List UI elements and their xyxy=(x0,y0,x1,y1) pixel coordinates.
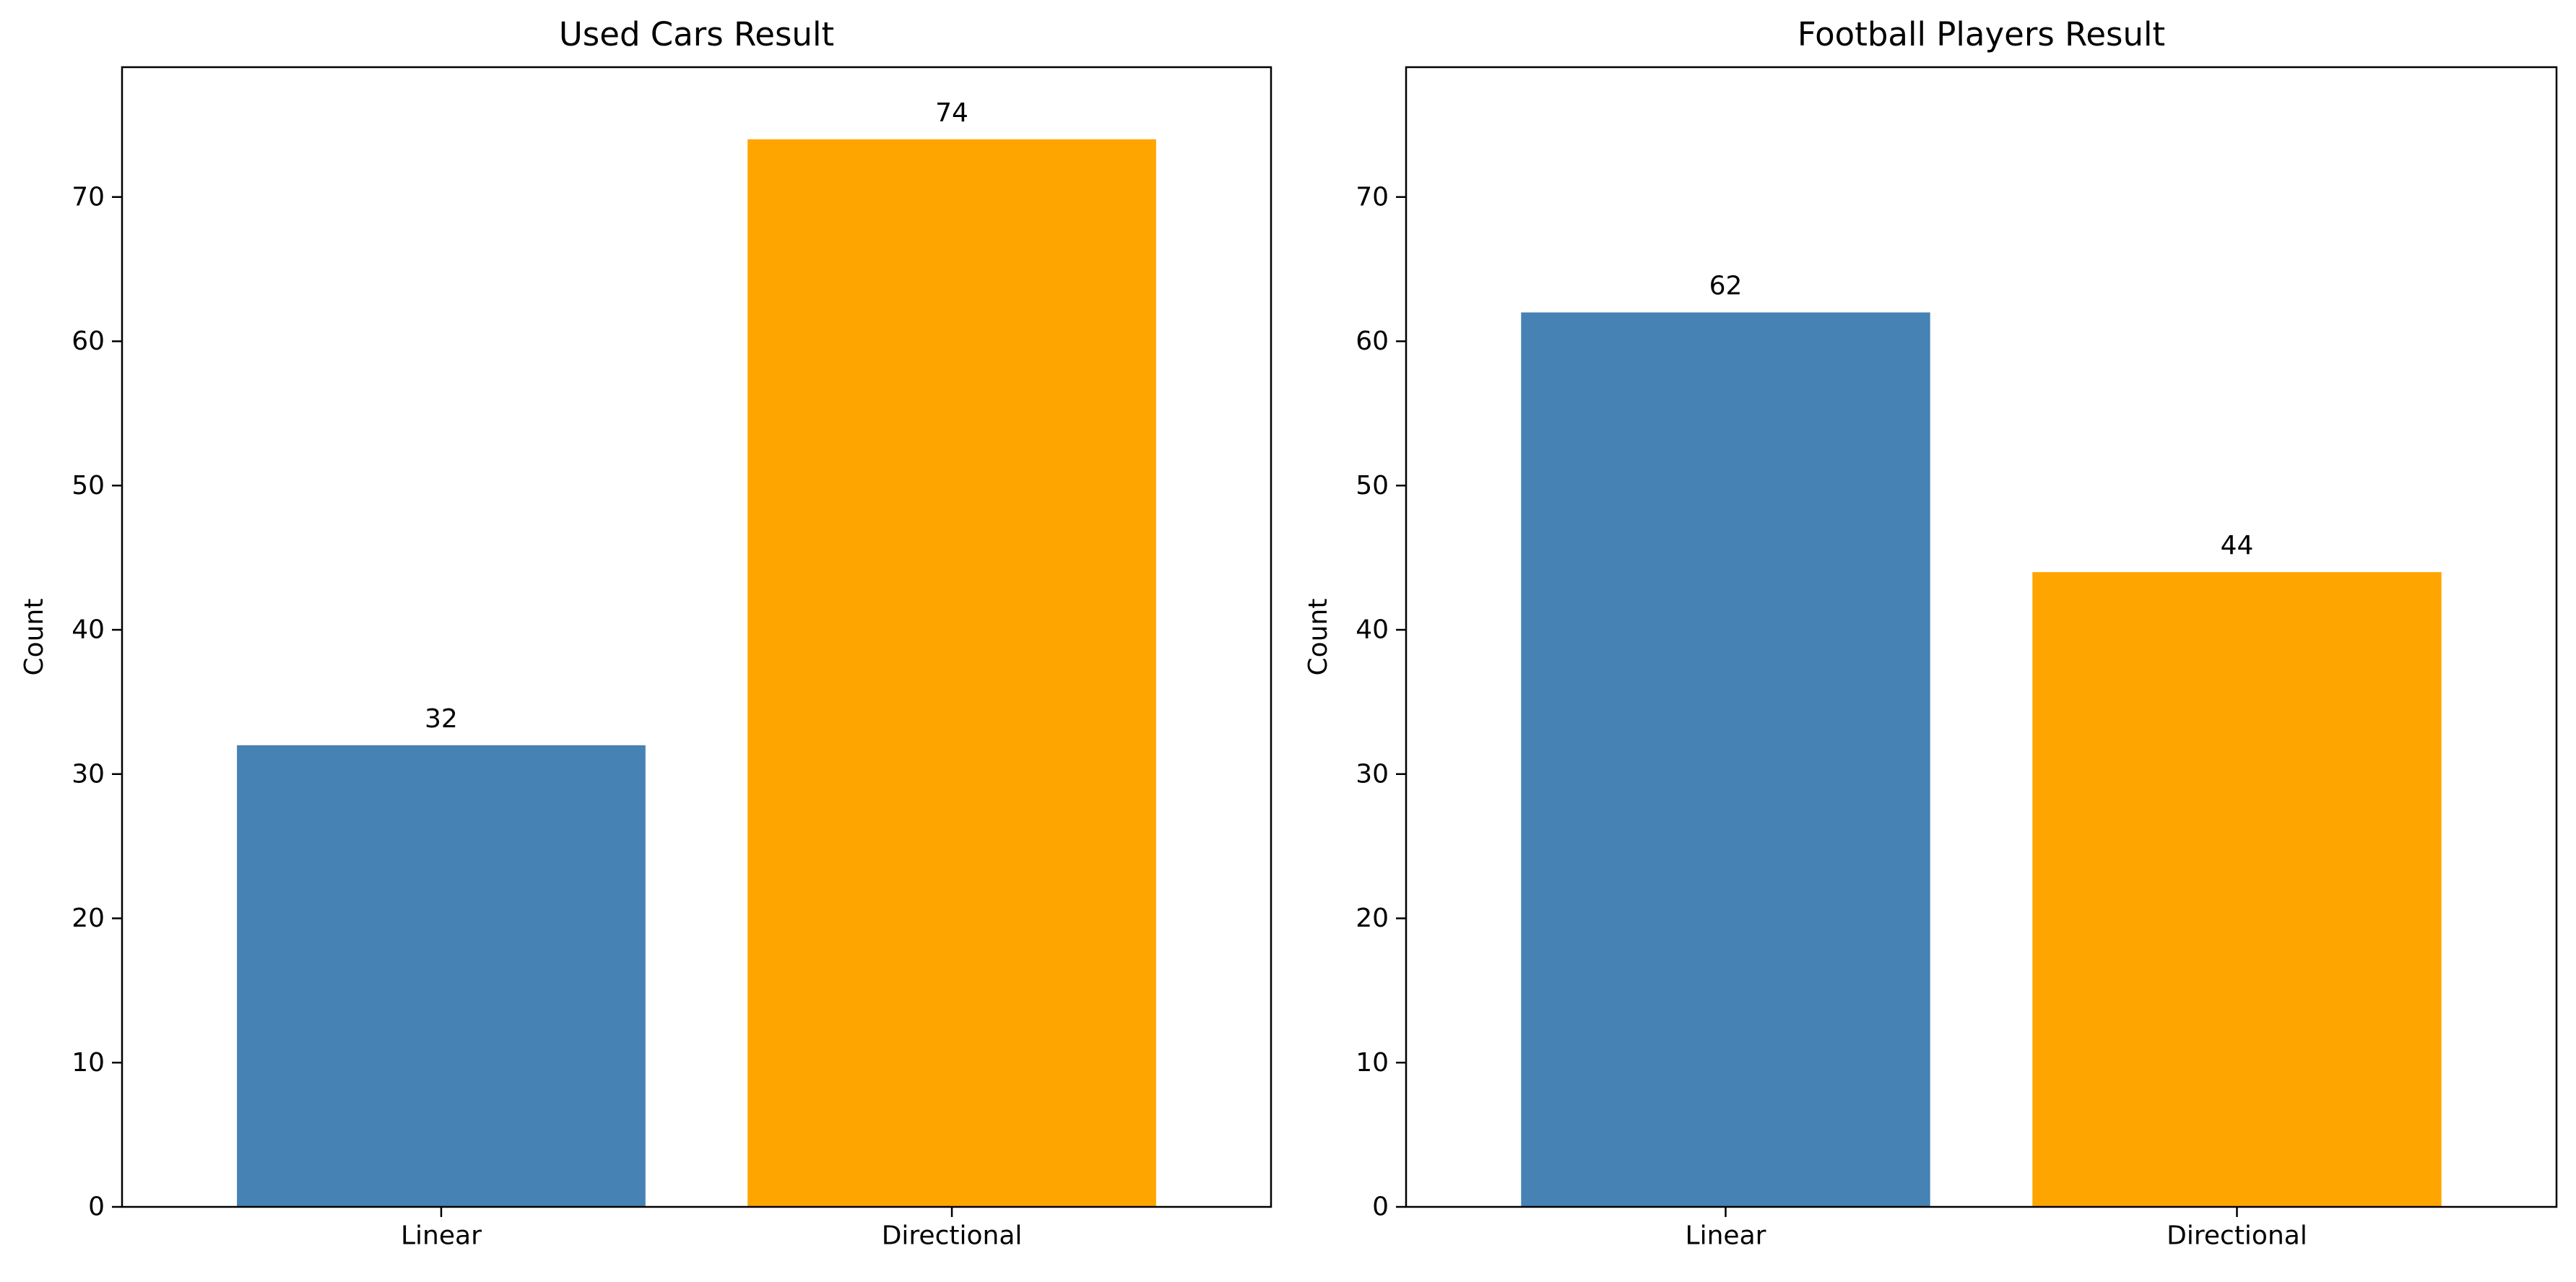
y-tick-label: 70 xyxy=(1356,182,1389,212)
bars: 62 44 xyxy=(1521,272,2442,1208)
bar-linear xyxy=(1521,312,1930,1208)
x-tick-label: Directional xyxy=(2167,1221,2307,1251)
chart-used-cars: Used Cars Result Count 0 10 20 30 40 50 60 70 3… xyxy=(19,15,1272,1251)
chart-title: Used Cars Result xyxy=(559,15,834,53)
x-axis: Linear Directional xyxy=(401,1207,1022,1251)
y-tick-label: 40 xyxy=(71,615,105,645)
y-axis: 0 10 20 30 40 50 60 70 xyxy=(1356,182,1406,1222)
y-tick-label: 50 xyxy=(71,471,105,501)
chart-football-players: Football Players Result Count 0 10 20 30 40 5… xyxy=(1304,15,2558,1251)
x-axis: Linear Directional xyxy=(1686,1207,2307,1251)
y-tick-label: 60 xyxy=(1356,326,1389,356)
y-tick-label: 70 xyxy=(71,182,105,212)
chart-title: Football Players Result xyxy=(1797,15,2165,53)
plot-frame xyxy=(1405,66,2558,1208)
y-axis-label: Count xyxy=(1304,599,1333,676)
x-tick-label: Linear xyxy=(1686,1221,1766,1251)
y-tick-label: 30 xyxy=(1356,759,1389,789)
bar-value-label: 74 xyxy=(935,98,968,128)
bar-value-label: 32 xyxy=(425,704,458,734)
y-tick-label: 20 xyxy=(1356,904,1389,933)
bar-value-label: 62 xyxy=(1709,272,1743,301)
bars: 32 74 xyxy=(237,98,1156,1207)
y-tick-label: 10 xyxy=(71,1048,105,1078)
bar-value-label: 44 xyxy=(2221,531,2254,560)
y-tick-label: 0 xyxy=(1372,1192,1389,1222)
y-tick-label: 60 xyxy=(71,326,105,356)
bar-linear xyxy=(237,745,646,1207)
y-tick-label: 40 xyxy=(1356,615,1389,645)
x-tick-label: Linear xyxy=(401,1221,482,1251)
plot-frame xyxy=(121,66,1272,1208)
y-tick-label: 50 xyxy=(1356,471,1389,501)
y-tick-label: 30 xyxy=(71,759,105,789)
x-tick-label: Directional xyxy=(882,1221,1023,1251)
y-axis-label: Count xyxy=(19,599,49,676)
y-tick-label: 20 xyxy=(71,904,105,933)
y-axis: 0 10 20 30 40 50 60 70 xyxy=(71,182,122,1222)
bar-directional xyxy=(747,139,1156,1207)
bar-directional xyxy=(2032,572,2442,1207)
y-tick-label: 10 xyxy=(1356,1048,1389,1078)
y-tick-label: 0 xyxy=(88,1192,105,1222)
